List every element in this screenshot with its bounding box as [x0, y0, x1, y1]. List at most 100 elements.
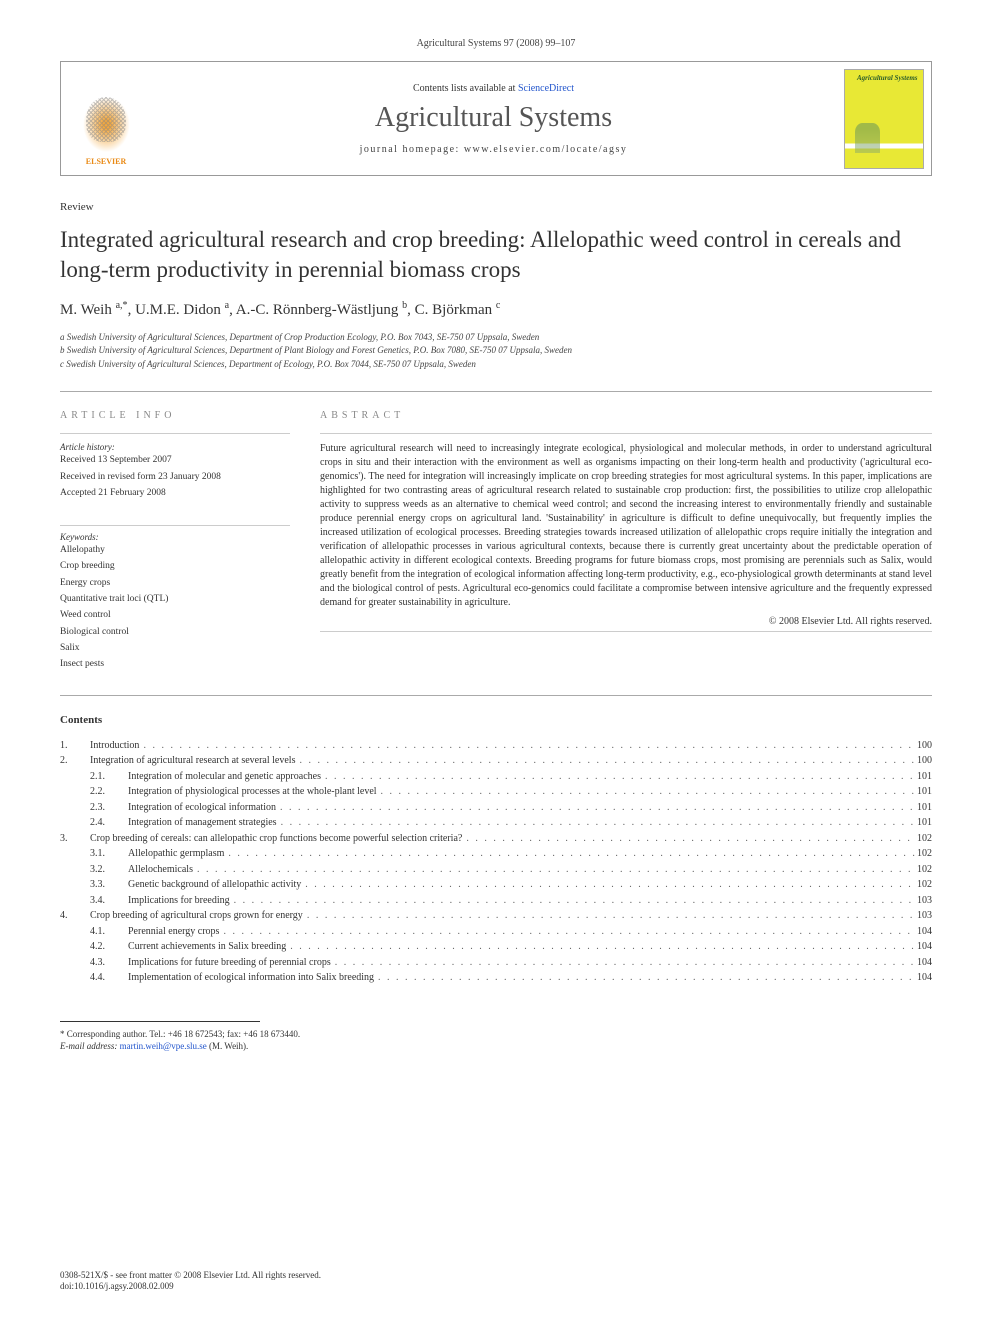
toc-subitem[interactable]: 4.1.Perennial energy crops. . . . . . . …: [60, 924, 932, 940]
toc-label: Integration of management strategies: [128, 815, 277, 831]
keyword: Biological control: [60, 626, 290, 639]
toc-number: 2.3.: [90, 800, 128, 816]
toc-number: 3.4.: [90, 893, 128, 909]
toc-dots: . . . . . . . . . . . . . . . . . . . . …: [219, 924, 917, 940]
toc-number: 4.: [60, 908, 90, 924]
journal-title: Agricultural Systems: [375, 102, 612, 134]
toc-dots: . . . . . . . . . . . . . . . . . . . . …: [331, 955, 917, 971]
toc-dots: . . . . . . . . . . . . . . . . . . . . …: [301, 877, 917, 893]
toc-page: 102: [917, 862, 932, 878]
info-abstract-row: ARTICLE INFO Article history: Received 1…: [60, 410, 932, 674]
toc-page: 100: [917, 738, 932, 754]
toc-label: Integration of ecological information: [128, 800, 276, 816]
email-link[interactable]: martin.weih@vpe.slu.se: [120, 1041, 207, 1051]
copyright-front-matter: 0308-521X/$ - see front matter © 2008 El…: [60, 1270, 321, 1282]
keyword: Quantitative trait loci (QTL): [60, 593, 290, 606]
journal-title-area: Contents lists available at ScienceDirec…: [151, 62, 836, 175]
history-label: Article history:: [60, 442, 290, 452]
toc-number: 2.: [60, 753, 90, 769]
toc-number: 3.3.: [90, 877, 128, 893]
toc-label: Current achievements in Salix breeding: [128, 939, 286, 955]
keyword: Allelopathy: [60, 544, 290, 557]
toc-dots: . . . . . . . . . . . . . . . . . . . . …: [374, 970, 917, 986]
toc-label: Implications for future breeding of pere…: [128, 955, 331, 971]
toc-dots: . . . . . . . . . . . . . . . . . . . . …: [295, 753, 917, 769]
toc-subitem[interactable]: 3.1.Allelopathic germplasm. . . . . . . …: [60, 846, 932, 862]
abstract-divider: [320, 433, 932, 434]
toc-subitem[interactable]: 3.4.Implications for breeding. . . . . .…: [60, 893, 932, 909]
toc-number: 1.: [60, 738, 90, 754]
toc-subitem[interactable]: 2.1.Integration of molecular and genetic…: [60, 769, 932, 785]
toc-page: 102: [917, 831, 932, 847]
toc-dots: . . . . . . . . . . . . . . . . . . . . …: [230, 893, 917, 909]
received-date: Received 13 September 2007: [60, 454, 290, 467]
keyword: Energy crops: [60, 577, 290, 590]
toc-dots: . . . . . . . . . . . . . . . . . . . . …: [276, 800, 917, 816]
article-type: Review: [60, 201, 932, 213]
toc-label: Implementation of ecological information…: [128, 970, 374, 986]
divider-2: [60, 695, 932, 696]
affiliations: a Swedish University of Agricultural Sci…: [60, 331, 932, 372]
toc-subitem[interactable]: 3.3.Genetic background of allelopathic a…: [60, 877, 932, 893]
toc-dots: . . . . . . . . . . . . . . . . . . . . …: [224, 846, 917, 862]
table-of-contents: 1.Introduction . . . . . . . . . . . . . …: [60, 738, 932, 986]
toc-item[interactable]: 1.Introduction. . . . . . . . . . . . . …: [60, 738, 932, 754]
toc-page: 103: [917, 893, 932, 909]
toc-subitem[interactable]: 2.4.Integration of management strategies…: [60, 815, 932, 831]
toc-dots: . . . . . . . . . . . . . . . . . . . . …: [303, 908, 917, 924]
journal-reference: Agricultural Systems 97 (2008) 99–107: [60, 38, 932, 49]
toc-number: 2.4.: [90, 815, 128, 831]
abstract-bottom-divider: [320, 631, 932, 632]
contents-available-text: Contents lists available at ScienceDirec…: [413, 83, 574, 94]
toc-dots: . . . . . . . . . . . . . . . . . . . . …: [286, 939, 917, 955]
toc-label: Integration of physiological processes a…: [128, 784, 377, 800]
toc-label: Crop breeding of cereals: can allelopath…: [90, 831, 462, 847]
abstract-column: ABSTRACT Future agricultural research wi…: [320, 410, 932, 674]
toc-page: 102: [917, 877, 932, 893]
article-title: Integrated agricultural research and cro…: [60, 225, 932, 285]
journal-homepage: journal homepage: www.elsevier.com/locat…: [360, 144, 628, 155]
toc-label: Integration of molecular and genetic app…: [128, 769, 321, 785]
toc-subitem[interactable]: 2.2.Integration of physiological process…: [60, 784, 932, 800]
contents-heading: Contents: [60, 714, 932, 726]
toc-page: 104: [917, 970, 932, 986]
corresponding-text: * Corresponding author. Tel.: +46 18 672…: [60, 1028, 932, 1041]
journal-cover-thumbnail[interactable]: Agricultural Systems: [844, 69, 924, 169]
elsevier-logo[interactable]: ELSEVIER: [71, 71, 141, 166]
sciencedirect-link[interactable]: ScienceDirect: [518, 83, 574, 94]
info-divider: [60, 433, 290, 434]
cover-title: Agricultural Systems: [857, 75, 917, 83]
toc-page: 101: [917, 784, 932, 800]
doi: doi:10.1016/j.agsy.2008.02.009: [60, 1281, 321, 1293]
keywords-divider: [60, 525, 290, 526]
toc-dots: . . . . . . . . . . . . . . . . . . . . …: [277, 815, 917, 831]
accepted-date: Accepted 21 February 2008: [60, 487, 290, 500]
abstract-heading: ABSTRACT: [320, 410, 932, 421]
toc-dots: . . . . . . . . . . . . . . . . . . . . …: [462, 831, 917, 847]
toc-item[interactable]: 3.Crop breeding of cereals: can allelopa…: [60, 831, 932, 847]
toc-subitem[interactable]: 4.3.Implications for future breeding of …: [60, 955, 932, 971]
toc-page: 101: [917, 769, 932, 785]
toc-subitem[interactable]: 4.4.Implementation of ecological informa…: [60, 970, 932, 986]
toc-subitem[interactable]: 2.3.Integration of ecological informatio…: [60, 800, 932, 816]
keyword: Weed control: [60, 609, 290, 622]
toc-page: 104: [917, 955, 932, 971]
toc-label: Introduction: [90, 738, 139, 754]
toc-item[interactable]: 4.Crop breeding of agricultural crops gr…: [60, 908, 932, 924]
toc-page: 101: [917, 815, 932, 831]
keyword: Insect pests: [60, 658, 290, 671]
toc-number: 3.2.: [90, 862, 128, 878]
corresponding-author-footnote: * Corresponding author. Tel.: +46 18 672…: [60, 1028, 932, 1053]
toc-item[interactable]: 2.Integration of agricultural research a…: [60, 753, 932, 769]
homepage-url[interactable]: www.elsevier.com/locate/agsy: [464, 144, 628, 155]
toc-subitem[interactable]: 3.2.Allelochemicals. . . . . . . . . . .…: [60, 862, 932, 878]
keyword: Salix: [60, 642, 290, 655]
keywords-block: Keywords: AllelopathyCrop breedingEnergy…: [60, 525, 290, 671]
affiliation-line: a Swedish University of Agricultural Sci…: [60, 331, 932, 345]
abstract-text: Future agricultural research will need t…: [320, 442, 932, 610]
toc-number: 3.: [60, 831, 90, 847]
toc-page: 103: [917, 908, 932, 924]
keyword: Crop breeding: [60, 560, 290, 573]
toc-subitem[interactable]: 4.2.Current achievements in Salix breedi…: [60, 939, 932, 955]
toc-dots: . . . . . . . . . . . . . . . . . . . . …: [377, 784, 917, 800]
